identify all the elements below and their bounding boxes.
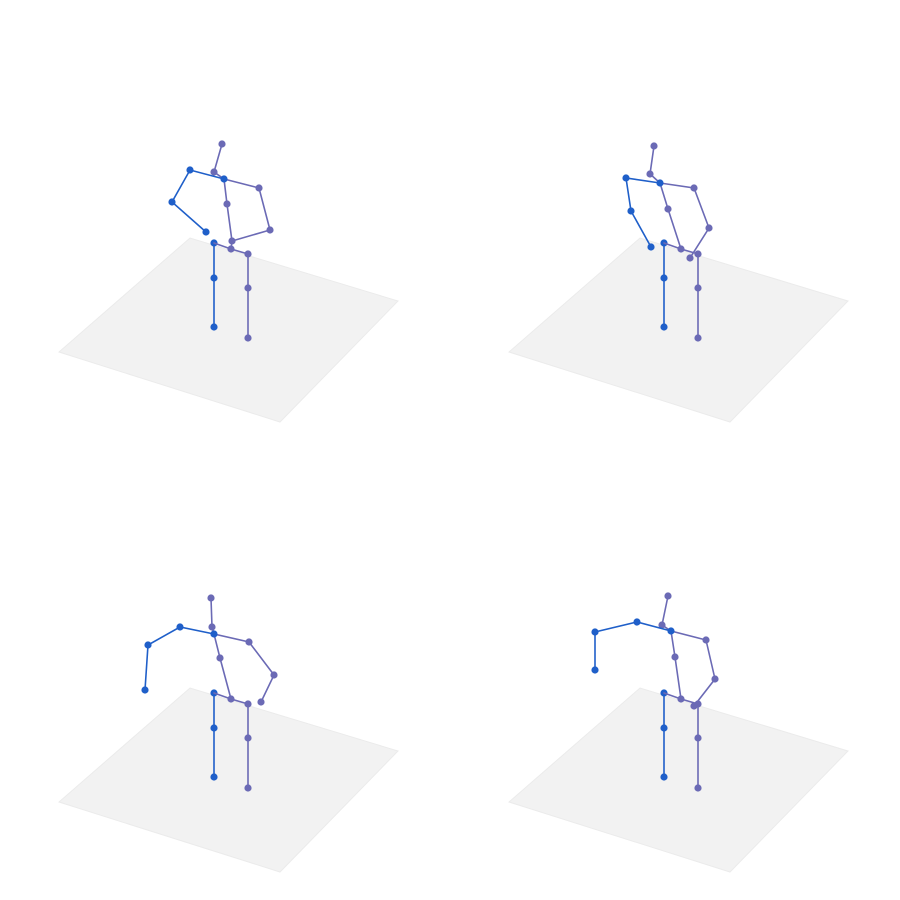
left-leg (660, 239, 668, 331)
skeleton-panel-4 (507, 592, 849, 873)
left-ankle-joint (660, 323, 668, 331)
spine-and-head (210, 140, 236, 250)
right-elbow-joint (266, 226, 274, 234)
right-leg (213, 242, 252, 342)
right-ankle-joint (244, 334, 252, 342)
left-wrist-joint (141, 686, 149, 694)
right-knee-joint (244, 284, 252, 292)
left-leg (660, 689, 668, 781)
left-knee-joint (210, 724, 218, 732)
chest-joint (671, 653, 679, 661)
right-wrist-joint (686, 254, 694, 262)
skeleton-panel-3 (57, 594, 399, 873)
ground-plane (507, 687, 849, 873)
spine-and-head (207, 594, 232, 700)
left-wrist-joint (647, 243, 655, 251)
neck-joint (210, 168, 218, 176)
right-hip-joint (244, 700, 252, 708)
right-knee-joint (244, 734, 252, 742)
ground-plane (57, 237, 399, 423)
right-elbow-joint (711, 675, 719, 683)
right-hip-joint (244, 250, 252, 258)
thorax-joint (667, 627, 675, 635)
left-elbow-joint (168, 198, 176, 206)
left-arm (141, 623, 218, 694)
right-shoulder-joint (690, 184, 698, 192)
left-ankle-joint (210, 773, 218, 781)
left-elbow-joint (591, 628, 599, 636)
skeleton-panel-1 (57, 140, 399, 423)
right-leg (213, 692, 252, 792)
right-arm (659, 182, 713, 262)
thorax-joint (220, 175, 228, 183)
thorax-joint (210, 630, 218, 638)
left-knee-joint (660, 724, 668, 732)
left-shoulder-joint (633, 618, 641, 626)
right-ankle-joint (694, 784, 702, 792)
skeleton-panel-2 (507, 142, 849, 423)
left-ankle-joint (210, 323, 218, 331)
right-arm (213, 633, 278, 706)
right-shoulder-joint (702, 636, 710, 644)
left-shoulder-joint (176, 623, 184, 631)
right-shoulder-joint (245, 638, 253, 646)
left-arm (591, 618, 675, 674)
left-knee-joint (660, 274, 668, 282)
left-knee-joint (210, 274, 218, 282)
thorax-joint (656, 179, 664, 187)
chest-joint (223, 200, 231, 208)
chest-joint (664, 205, 672, 213)
left-arm (622, 174, 664, 251)
head-joint (218, 140, 226, 148)
neck-joint (208, 623, 216, 631)
right-elbow-joint (270, 671, 278, 679)
ground-plane (507, 237, 849, 423)
left-shoulder-joint (186, 166, 194, 174)
right-wrist-joint (690, 702, 698, 710)
chest-joint (216, 654, 224, 662)
right-knee-joint (694, 284, 702, 292)
right-wrist-joint (257, 698, 265, 706)
right-leg (663, 692, 702, 792)
left-elbow-joint (144, 641, 152, 649)
head-joint (650, 142, 658, 150)
right-arm (670, 630, 719, 710)
left-shoulder-joint (622, 174, 630, 182)
right-ankle-joint (694, 334, 702, 342)
right-elbow-joint (705, 224, 713, 232)
head-joint (664, 592, 672, 600)
left-wrist-joint (591, 666, 599, 674)
left-elbow-joint (627, 207, 635, 215)
right-hip-joint (694, 250, 702, 258)
right-ankle-joint (244, 784, 252, 792)
ground-plane (57, 687, 399, 873)
right-shoulder-joint (255, 184, 263, 192)
right-arm (223, 178, 274, 242)
neck-joint (646, 170, 654, 178)
head-joint (207, 594, 215, 602)
spine-and-head (646, 142, 682, 250)
left-wrist-joint (202, 228, 210, 236)
spine-and-head (658, 592, 682, 700)
right-knee-joint (694, 734, 702, 742)
left-ankle-joint (660, 773, 668, 781)
neck-joint (658, 621, 666, 629)
right-leg (663, 242, 702, 342)
left-arm (168, 166, 228, 236)
